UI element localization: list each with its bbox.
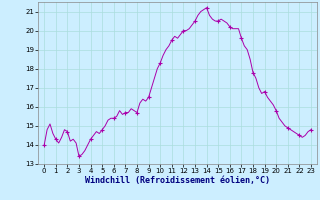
X-axis label: Windchill (Refroidissement éolien,°C): Windchill (Refroidissement éolien,°C) (85, 176, 270, 185)
